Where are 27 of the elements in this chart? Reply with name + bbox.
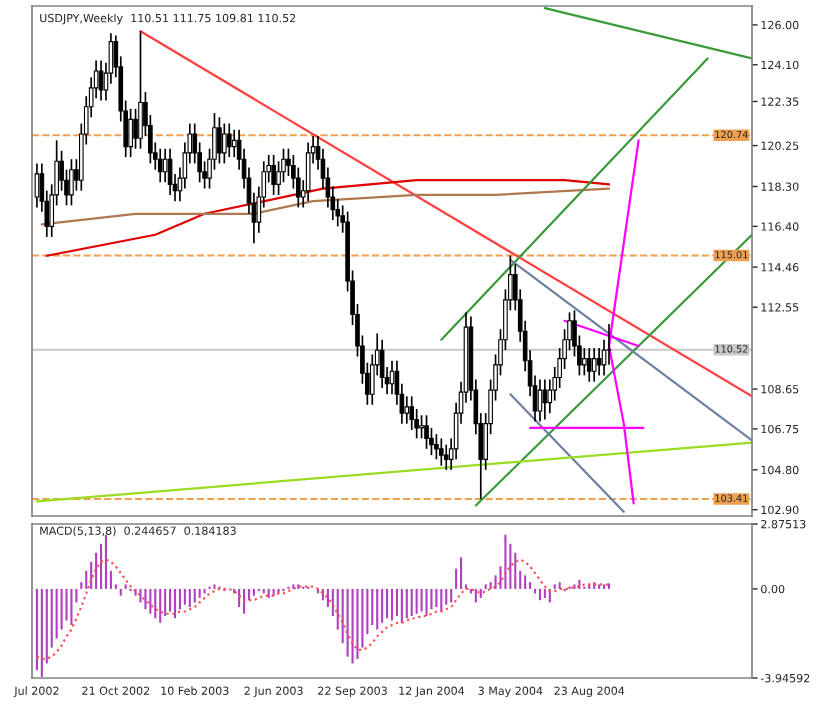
candlestick bbox=[438, 437, 444, 467]
candlestick bbox=[591, 347, 597, 383]
candlestick bbox=[34, 162, 40, 209]
candlestick bbox=[226, 122, 232, 158]
candlestick bbox=[222, 122, 227, 165]
candlestick bbox=[98, 59, 104, 102]
candlestick bbox=[128, 108, 133, 158]
candlestick bbox=[138, 30, 143, 150]
candlestick bbox=[133, 108, 138, 150]
candlestick bbox=[537, 378, 543, 423]
candlestick bbox=[69, 158, 74, 207]
candlestick bbox=[271, 154, 276, 196]
line-series bbox=[40, 187, 611, 226]
candlestick bbox=[217, 116, 222, 165]
candlestick bbox=[596, 347, 602, 377]
candlestick bbox=[434, 433, 439, 461]
candlestick bbox=[424, 414, 429, 450]
candlestick bbox=[586, 347, 592, 383]
candlestick bbox=[419, 414, 424, 440]
line-series bbox=[45, 179, 611, 257]
candlestick bbox=[157, 147, 163, 184]
candlestick bbox=[443, 443, 449, 471]
candlestick bbox=[409, 395, 415, 431]
candlestick bbox=[379, 338, 385, 389]
candlestick bbox=[542, 378, 548, 421]
candlestick bbox=[305, 141, 311, 203]
line-series bbox=[35, 558, 611, 661]
